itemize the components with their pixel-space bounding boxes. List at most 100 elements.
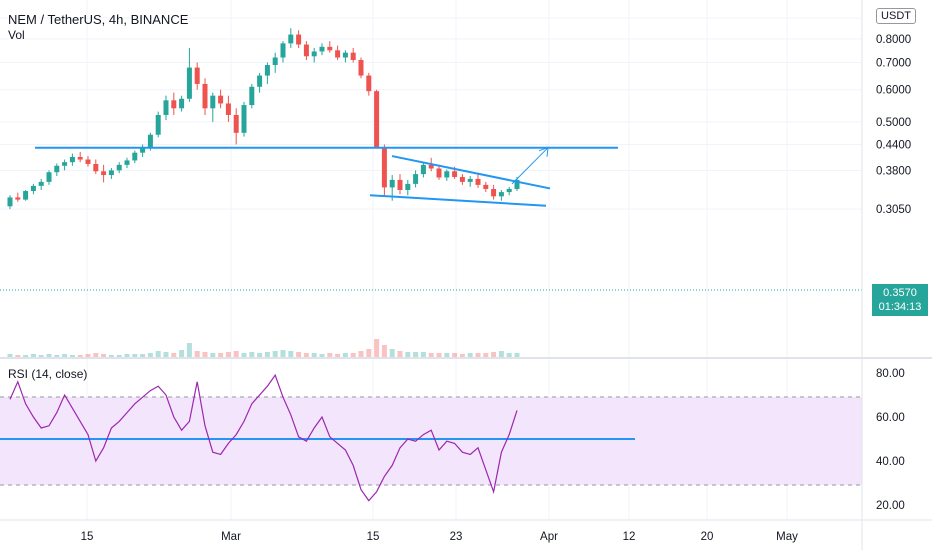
volume-bar xyxy=(491,352,497,357)
candle xyxy=(163,95,169,121)
candle xyxy=(444,169,450,181)
candle xyxy=(335,45,341,60)
volume-bar xyxy=(140,354,146,357)
time-axis[interactable]: 15 Mar 15 23 Apr 12 20 May xyxy=(81,531,799,543)
candle-body xyxy=(85,159,91,164)
candle xyxy=(350,47,356,63)
rsi-tick-label: 80.00 xyxy=(876,368,905,380)
volume-bar xyxy=(7,354,13,357)
rsi-band xyxy=(0,397,862,485)
volume-bar xyxy=(30,354,36,357)
candle-body xyxy=(506,188,512,193)
candle xyxy=(7,195,13,210)
candle-body xyxy=(30,185,36,192)
price-tick-label: 0.6000 xyxy=(876,85,911,97)
candle xyxy=(288,28,294,48)
candle-body xyxy=(147,134,153,148)
candle xyxy=(319,43,325,56)
price-tick-label: 0.4400 xyxy=(876,139,911,151)
candle xyxy=(413,170,419,188)
currency-button[interactable]: USDT xyxy=(876,8,916,24)
candle-body xyxy=(7,197,13,207)
candle xyxy=(171,92,177,115)
candle xyxy=(218,89,224,109)
volume-bar xyxy=(38,355,44,357)
time-tick-label: 15 xyxy=(81,531,94,543)
candle xyxy=(327,41,333,53)
volume-bar xyxy=(264,352,270,357)
candle-body xyxy=(327,46,333,51)
volume-bar xyxy=(475,353,481,357)
last-price-badge: 0.3570 01:34:13 xyxy=(872,284,928,316)
volume-bar xyxy=(69,355,75,357)
volume-bars xyxy=(7,339,520,357)
candle-body xyxy=(405,183,411,190)
volume-bar xyxy=(124,354,130,357)
volume-bar xyxy=(101,354,107,357)
volume-bar xyxy=(303,353,309,357)
time-tick-label: May xyxy=(776,531,798,543)
volume-bar xyxy=(46,354,52,357)
volume-bar xyxy=(342,353,348,357)
candle xyxy=(15,192,21,202)
candle xyxy=(491,184,497,200)
candle-body xyxy=(132,152,138,161)
candle xyxy=(210,92,216,122)
volume-bar xyxy=(452,353,458,357)
wedge-upper-line xyxy=(391,155,551,190)
candle-body xyxy=(101,171,107,176)
volume-bar xyxy=(350,353,356,357)
candle xyxy=(436,164,442,180)
candle-body xyxy=(413,174,419,184)
candle-body xyxy=(264,65,270,76)
candle-body xyxy=(475,178,481,185)
volume-bar xyxy=(23,355,29,357)
candle xyxy=(186,47,192,102)
volume-bar xyxy=(179,350,185,357)
time-tick-label: 15 xyxy=(367,531,380,543)
candle xyxy=(132,150,138,164)
volume-bar xyxy=(514,353,520,357)
time-tick-label: 12 xyxy=(623,531,636,543)
rsi-axis[interactable]: 80.00 60.00 40.00 20.00 xyxy=(876,368,905,512)
candle-body xyxy=(498,192,504,197)
candle xyxy=(296,30,302,48)
volume-label: Vol xyxy=(8,28,25,42)
candle-body xyxy=(23,191,29,200)
candle-body xyxy=(140,147,146,153)
candle-body xyxy=(381,148,387,188)
candle-body xyxy=(514,179,520,189)
candle-body xyxy=(342,52,348,58)
price-tick-label: 0.3800 xyxy=(876,165,911,177)
candle xyxy=(358,57,364,79)
price-axis[interactable]: 0.90000.80000.70000.60000.50000.44000.38… xyxy=(876,13,911,216)
volume-bar xyxy=(241,353,247,357)
projection-arrow-head xyxy=(538,146,549,157)
candle-body xyxy=(374,91,380,149)
candle-body xyxy=(280,43,286,58)
volume-bar xyxy=(381,345,387,357)
candle xyxy=(280,41,286,63)
volume-bar xyxy=(358,351,364,357)
volume-bar xyxy=(85,354,91,357)
candle xyxy=(257,72,263,93)
candle xyxy=(54,163,60,177)
candle xyxy=(342,50,348,63)
volume-bar xyxy=(483,353,489,357)
volume-bar xyxy=(327,353,333,357)
volume-bar xyxy=(155,351,161,357)
time-tick-label: 20 xyxy=(701,531,714,543)
candle-body xyxy=(288,34,294,44)
volume-bar xyxy=(218,353,224,357)
candle xyxy=(272,52,278,73)
candle xyxy=(397,174,403,195)
candle xyxy=(108,168,114,179)
candle-body xyxy=(366,75,372,92)
candle-body xyxy=(124,160,130,165)
candle xyxy=(23,189,29,201)
candle-body xyxy=(272,57,278,66)
candle-body xyxy=(233,114,239,133)
volume-bar xyxy=(257,353,263,357)
candle-body xyxy=(296,34,302,45)
